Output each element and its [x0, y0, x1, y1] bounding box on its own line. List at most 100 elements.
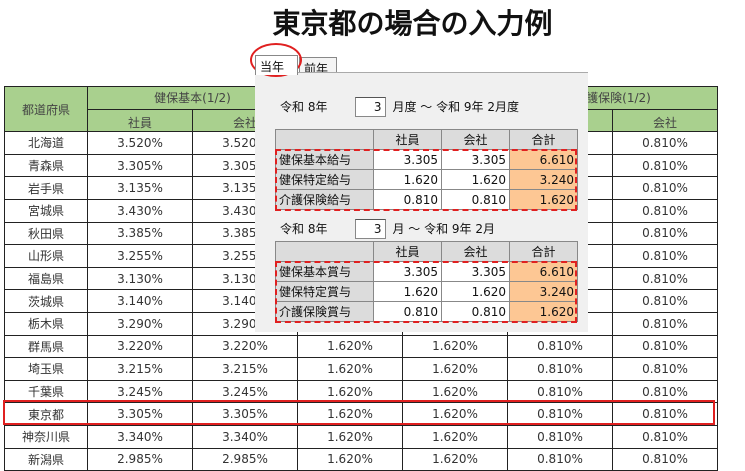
rate-input[interactable]: 1.620: [441, 281, 510, 302]
rate-cell: 3.340%: [87, 424, 193, 449]
bonus-rows-highlight: [275, 261, 577, 323]
rate-cell: 3.385%: [87, 221, 193, 246]
rate-cell: 2.985%: [192, 447, 298, 471]
col-header: 社員: [373, 129, 442, 150]
rate-input[interactable]: 0.810: [441, 301, 510, 322]
col-header: 会社: [441, 129, 510, 150]
rate-cell: 0.810%: [612, 176, 718, 200]
pref-cell: 福島県: [4, 266, 88, 291]
rate-row: 介護保険給与 0.810 0.810 1.620: [275, 189, 578, 210]
row-label: 健保基本賞与: [275, 261, 374, 282]
rate-input[interactable]: 3.305: [441, 149, 510, 170]
rate-cell: 1.620%: [297, 357, 403, 381]
pref-cell: 茨城県: [4, 289, 88, 313]
pref-cell: 群馬県: [4, 334, 88, 359]
tab-current-year[interactable]: 当年: [255, 55, 298, 75]
rate-cell: 3.140%: [87, 289, 193, 313]
col-header: 合計: [509, 241, 578, 262]
bonus-from-label: 令和 8年: [280, 222, 328, 236]
pref-cell: 宮城県: [4, 198, 88, 223]
col-header: 社員: [373, 241, 442, 262]
rate-row: 介護保険賞与 0.810 0.810 1.620: [275, 301, 578, 322]
rate-input[interactable]: 1.620: [373, 281, 442, 302]
table-row: 新潟県 2.985% 2.985% 1.620% 1.620% 0.810% 0.810%: [4, 447, 718, 471]
col-header: 合計: [509, 129, 578, 150]
page-title: 東京都の場合の入力例: [272, 7, 553, 40]
rate-cell: 0.810%: [507, 424, 613, 449]
total-cell: 3.240: [509, 169, 578, 190]
rate-row: 健保特定賞与 1.620 1.620 3.240: [275, 281, 578, 302]
rate-cell: 0.810%: [612, 334, 718, 359]
rate-cell: 1.620%: [297, 447, 403, 471]
pref-cell: 秋田県: [4, 221, 88, 246]
pref-cell: 岩手県: [4, 176, 88, 200]
salary-period: 令和 8年 3 月度 ～ 令和 9年 2月度: [280, 97, 519, 117]
salary-from-label: 令和 8年: [280, 100, 328, 114]
corner-cell: [275, 129, 374, 150]
rate-cell: 1.620%: [402, 447, 508, 471]
rate-input[interactable]: 1.620: [373, 169, 442, 190]
rate-cell: 2.985%: [87, 447, 193, 471]
rate-cell: 0.810%: [612, 153, 718, 178]
rate-input[interactable]: 1.620: [441, 169, 510, 190]
pref-header: 都道府県: [4, 85, 88, 133]
tokyo-row-highlight: [3, 400, 715, 425]
rate-cell: 0.810%: [612, 424, 718, 449]
rate-cell: 3.215%: [87, 357, 193, 381]
col-header: 会社: [441, 241, 510, 262]
rate-cell: 0.810%: [507, 357, 613, 381]
rate-cell: 0.810%: [612, 266, 718, 291]
rate-cell: 1.620%: [402, 424, 508, 449]
rate-cell: 3.305%: [192, 402, 298, 426]
total-cell: 3.240: [509, 281, 578, 302]
sub-header: 社員: [87, 108, 193, 133]
rate-cell: 3.430%: [87, 198, 193, 223]
rate-cell: 0.810%: [612, 221, 718, 246]
row-label: 介護保険賞与: [275, 301, 374, 322]
rate-cell: 0.810%: [612, 311, 718, 336]
rate-cell: 0.810%: [612, 447, 718, 471]
pref-cell: 神奈川県: [4, 424, 88, 449]
rate-cell: 0.810%: [612, 198, 718, 223]
rate-cell: 3.305%: [87, 153, 193, 178]
tab-highlight-circle: [250, 43, 302, 77]
rate-cell: 1.620%: [402, 379, 508, 404]
sub-header: 会社: [612, 108, 718, 133]
pref-cell: 山形県: [4, 244, 88, 268]
pref-cell: 青森県: [4, 153, 88, 178]
rate-cell: 0.810%: [612, 357, 718, 381]
salary-month-input[interactable]: 3: [355, 97, 387, 117]
rate-cell: 0.810%: [612, 244, 718, 268]
rate-cell: 3.220%: [192, 334, 298, 359]
rate-cell: 3.520%: [87, 131, 193, 155]
rate-cell: 1.620%: [297, 334, 403, 359]
bonus-period: 令和 8年 3 月 ～ 令和 9年 2月: [280, 219, 495, 239]
row-label: 健保基本給与: [275, 149, 374, 170]
corner-cell: [275, 241, 374, 262]
rate-cell: 3.290%: [87, 311, 193, 336]
rate-cell: 1.620%: [402, 357, 508, 381]
table-row: 神奈川県 3.340% 3.340% 1.620% 1.620% 0.810% 0.810%: [4, 424, 718, 449]
total-cell: 6.610: [509, 149, 578, 170]
salary-rows-highlight: [275, 149, 577, 211]
rate-input[interactable]: 0.810: [441, 189, 510, 210]
pref-cell: 北海道: [4, 131, 88, 155]
bonus-month-input[interactable]: 3: [355, 219, 387, 239]
row-label: 健保特定賞与: [275, 281, 374, 302]
salary-rate-table: 社員 会社 合計 健保基本給与 3.305 3.305 6.610 健保特定給与 1.620 1.…: [275, 129, 578, 210]
rate-cell: 1.620%: [402, 334, 508, 359]
rate-cell: 3.340%: [192, 424, 298, 449]
rate-cell: 1.620%: [297, 402, 403, 426]
rate-cell: 0.810%: [507, 447, 613, 471]
rate-input[interactable]: 0.810: [373, 301, 442, 322]
rate-cell: 3.215%: [192, 357, 298, 381]
header-row: 社員 会社 合計: [275, 129, 578, 150]
pref-cell: 埼玉県: [4, 357, 88, 381]
rate-cell: 1.620%: [297, 424, 403, 449]
header-row: 社員 会社 合計: [275, 241, 578, 262]
rate-cell: 0.810%: [612, 131, 718, 155]
rate-cell: 0.810%: [612, 402, 718, 426]
rate-dialog: 当年 前年 令和 8年 3 月度 ～ 令和 9年 2月度 社員 会社 合計 健保基本給…: [255, 50, 588, 332]
rate-cell: 0.810%: [507, 334, 613, 359]
pref-cell: 新潟県: [4, 447, 88, 471]
